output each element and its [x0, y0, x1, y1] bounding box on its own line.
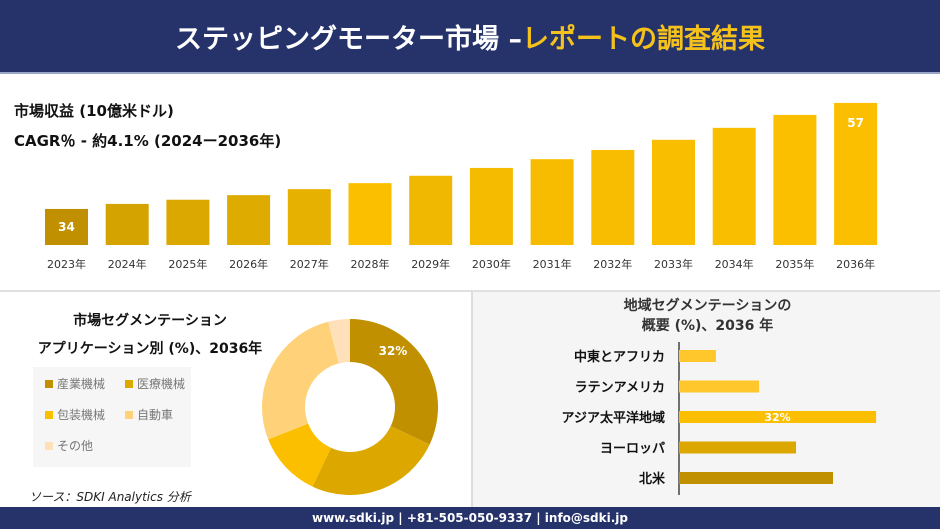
revenue-bar [773, 114, 817, 245]
legend-item: 包装機械 [45, 406, 105, 423]
donut-slice [328, 319, 350, 364]
revenue-bar [469, 167, 513, 245]
year-tick-label: 2028年 [351, 257, 390, 271]
legend-label: 自動車 [137, 408, 174, 422]
legend-item: 産業機械 [45, 375, 105, 392]
bar-data-label: 57 [847, 116, 864, 130]
donut-slice [312, 426, 430, 495]
legend-item: 自動車 [125, 406, 173, 423]
region-label: ラテンアメリカ [575, 381, 665, 396]
region-bar [679, 411, 877, 423]
revenue-bar [166, 199, 210, 245]
region-bar [679, 472, 833, 484]
revenue-bar [712, 127, 756, 245]
donut-slice [268, 423, 331, 487]
legend-swatch [45, 441, 53, 450]
region-label: アジア太平洋地域 [562, 410, 665, 426]
revenue-bar [287, 189, 331, 245]
region-label: ヨーロッパ [600, 442, 665, 457]
year-tick-label: 2032年 [593, 257, 632, 271]
legend-item: 医療機械 [125, 375, 185, 392]
footer-contact: www.sdki.jp | +81-505-050-9337 | info@sd… [0, 507, 940, 529]
legend-swatch [45, 410, 53, 419]
revenue-bar [652, 139, 695, 245]
cagr-label: CAGR％ - 約4.1% (2024ー2036年) [14, 132, 282, 150]
region-title-2: 概要 (%)、2036 年 [641, 318, 774, 334]
revenue-bar [45, 208, 88, 245]
year-tick-label: 2024年 [108, 257, 147, 271]
legend-label: 産業機械 [57, 377, 106, 391]
donut-title-2: アプリケーション別 (%)、2036年 [37, 341, 263, 357]
year-tick-label: 2031年 [533, 257, 572, 271]
region-label: 北米 [639, 471, 666, 487]
region-segment-panel: 地域セグメンテーションの 概要 (%)、2036 年 中東とアフリカ ラテンアメリ… [471, 292, 940, 507]
slice-data-label: 32% [379, 344, 408, 358]
header-title-accent: レポートの調査結果 [521, 23, 765, 55]
divider [0, 290, 940, 292]
bar-data-label: 32% [764, 411, 790, 424]
year-tick-label: 2027年 [290, 257, 329, 271]
revenue-label: 市場収益 (10億米ドル) [14, 102, 174, 120]
revenue-bar [105, 203, 149, 245]
legend-label: 医療機械 [137, 377, 186, 391]
year-tick-label: 2025年 [168, 257, 207, 271]
donut-slice [261, 321, 339, 440]
year-tick-label: 2030年 [472, 257, 511, 271]
revenue-bar-chart: 2023年 34 2024年 2025年 2026年 2027年 2028年 2029年 203… [45, 102, 878, 271]
year-tick-label: 2029年 [411, 257, 450, 271]
year-tick-label: 2035年 [775, 257, 814, 271]
region-bar [679, 350, 716, 362]
header-title: ステッピングモーター市場 – [175, 23, 522, 55]
application-donut-chart: 32% [261, 319, 439, 495]
legend-swatch [125, 379, 133, 388]
bar-data-label: 34 [58, 220, 75, 234]
region-bar [679, 441, 797, 454]
legend-label: 包装機械 [57, 408, 106, 422]
donut-slice [350, 319, 439, 445]
year-tick-label: 2034年 [715, 257, 754, 271]
region-title-1: 地域セグメンテーションの [623, 298, 792, 314]
year-tick-label: 2023年 [47, 257, 86, 271]
revenue-bar [834, 102, 878, 246]
year-tick-label: 2036年 [836, 257, 875, 271]
application-segment-panel: 市場セグメンテーション アプリケーション別 (%)、2036年 産業機械 医療機械… [0, 292, 470, 507]
revenue-bar [409, 175, 453, 245]
legend-item: その他 [45, 437, 93, 454]
revenue-bar [530, 159, 574, 245]
revenue-panel: 市場収益 (10億米ドル) CAGR％ - 約4.1% (2024ー2036年)… [0, 76, 940, 290]
legend-label: その他 [57, 439, 94, 453]
report-header: ステッピングモーター市場 – レポートの調査結果 [0, 0, 940, 74]
source-note: ソース：SDKI Analytics 分析 [29, 490, 191, 504]
legend-swatch [45, 379, 53, 388]
region-bar [679, 380, 760, 393]
year-tick-label: 2026年 [229, 257, 268, 271]
donut-legend: 産業機械 医療機械包装機械 自動車その他 [33, 367, 191, 467]
revenue-bar [591, 149, 635, 245]
revenue-bar [348, 183, 392, 245]
region-label: 中東とアフリカ [574, 349, 665, 365]
year-tick-label: 2033年 [654, 257, 693, 271]
revenue-bar [227, 195, 271, 245]
donut-title-1: 市場セグメンテーション [73, 313, 227, 329]
legend-swatch [125, 410, 133, 419]
